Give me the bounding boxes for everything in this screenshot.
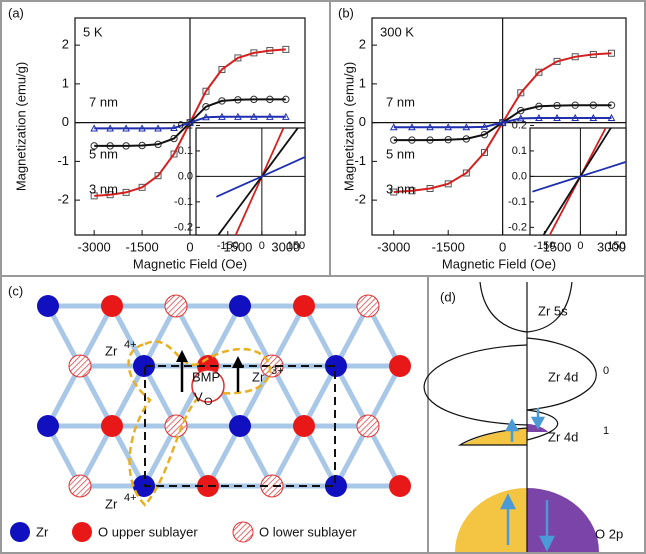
inset-y-tick-label: 0.2: [512, 119, 527, 131]
atom: [229, 415, 251, 437]
zr-label: Zr: [252, 369, 265, 384]
x-tick-label: -1500: [125, 239, 158, 254]
level-label: Zr 4d: [548, 429, 578, 444]
legend-swatch: [72, 522, 92, 542]
inset-y-tick-label: -0.2: [508, 221, 527, 233]
zr-charge: 4+: [124, 492, 137, 504]
zr-charge: 3+: [271, 365, 284, 377]
atom: [165, 415, 187, 437]
atom: [357, 415, 379, 437]
y-axis-label: Magnetization (emu/g): [341, 62, 356, 191]
vacancy-symbol: V: [194, 389, 203, 404]
level-label: Zr 5s: [538, 303, 568, 318]
y-axis-label: Magnetization (emu/g): [13, 62, 28, 191]
series-label: 3 nm: [386, 181, 415, 196]
inset-y-tick-label: -0.1: [508, 196, 527, 208]
page: -3000-1500015003000-2-1012Magnetic Field…: [0, 0, 646, 554]
atom: [293, 415, 315, 437]
inset-y-tick-label: -0.2: [174, 221, 193, 233]
level-label: Zr 4d: [548, 369, 578, 384]
inset-y-tick-label: 0.1: [178, 145, 193, 157]
legend-swatch: [233, 522, 253, 542]
x-tick-label: 0: [499, 239, 506, 254]
level-sup: 0: [603, 365, 609, 377]
atom: [69, 355, 91, 377]
inset-x-tick-label: 0: [259, 240, 265, 252]
x-axis-label: Magnetic Field (Oe): [442, 256, 556, 271]
y-tick-label: 2: [359, 37, 366, 52]
y-tick-label: 1: [62, 75, 69, 90]
atom: [293, 295, 315, 317]
atom: [69, 475, 91, 497]
lattice: [37, 295, 411, 497]
x-tick-label: -3000: [78, 239, 111, 254]
series-label: 5 nm: [386, 146, 415, 161]
y-tick-label: -2: [354, 192, 366, 207]
annotation: 5 K: [83, 24, 103, 39]
inset-x-tick-label: 150: [287, 240, 305, 252]
figure: -3000-1500015003000-2-1012Magnetic Field…: [0, 0, 646, 554]
dos-curve: [424, 345, 527, 425]
annotation: 300 K: [380, 24, 414, 39]
inset-y-tick-label: 0.0: [178, 170, 193, 182]
zr-label: Zr: [105, 343, 118, 358]
inset-x-tick-label: 150: [607, 240, 625, 252]
inset-x-tick-label: 0: [577, 240, 583, 252]
x-axis-label: Magnetic Field (Oe): [133, 256, 247, 271]
vacancy-subscript: O: [204, 396, 213, 408]
inset-x-tick-label: -150: [217, 240, 239, 252]
zr-label: Zr: [105, 496, 118, 511]
atom: [37, 295, 59, 317]
legend-label: O lower sublayer: [259, 524, 357, 539]
panel-label: (a): [8, 5, 24, 20]
series-label: 5 nm: [89, 146, 118, 161]
atom: [389, 475, 411, 497]
atom: [165, 295, 187, 317]
legend-label: O upper sublayer: [98, 524, 198, 539]
legend-label: Zr: [36, 524, 49, 539]
atom: [101, 415, 123, 437]
inset-y-tick-label: 0.0: [512, 170, 527, 182]
y-tick-label: 2: [62, 37, 69, 52]
panel-label: (d): [440, 289, 456, 304]
legend-swatch: [10, 522, 30, 542]
y-tick-label: -1: [57, 153, 69, 168]
atom: [229, 295, 251, 317]
y-tick-label: 0: [62, 114, 69, 129]
level-sup: 1: [603, 425, 609, 437]
atom: [357, 295, 379, 317]
inset-y-tick-label: -0.1: [174, 196, 193, 208]
atom: [389, 355, 411, 377]
x-tick-label: -3000: [377, 239, 410, 254]
level-label: O 2p: [595, 526, 623, 541]
inset-y-tick-label: 0.2: [178, 119, 193, 131]
o2p-down: [527, 488, 599, 552]
inset-x-tick-label: -150: [533, 240, 555, 252]
chart: -3000-1500015003000-2-1012Magnetic Field…: [8, 5, 307, 278]
x-tick-label: -1500: [432, 239, 465, 254]
arrowhead: [232, 356, 244, 368]
panel-label: (c): [8, 283, 23, 298]
inset-y-tick-label: 0.1: [512, 145, 527, 157]
atom: [101, 295, 123, 317]
series-label: 7 nm: [89, 94, 118, 109]
series-label: 7 nm: [386, 94, 415, 109]
x-tick-label: 0: [186, 239, 193, 254]
o2p-up: [455, 488, 527, 552]
charts: -3000-1500015003000-2-1012Magnetic Field…: [8, 5, 628, 278]
y-tick-label: 0: [359, 114, 366, 129]
panel-label: (b): [338, 5, 354, 20]
y-tick-label: -2: [57, 192, 69, 207]
zr-charge: 4+: [124, 339, 137, 351]
series-label: 3 nm: [89, 181, 118, 196]
y-tick-label: 1: [359, 75, 366, 90]
atom: [37, 415, 59, 437]
bmp-label: BMP: [192, 369, 220, 384]
